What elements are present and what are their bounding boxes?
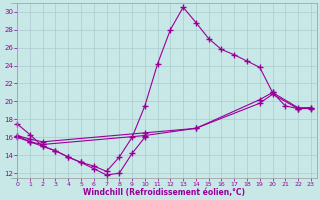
X-axis label: Windchill (Refroidissement éolien,°C): Windchill (Refroidissement éolien,°C) (83, 188, 245, 197)
